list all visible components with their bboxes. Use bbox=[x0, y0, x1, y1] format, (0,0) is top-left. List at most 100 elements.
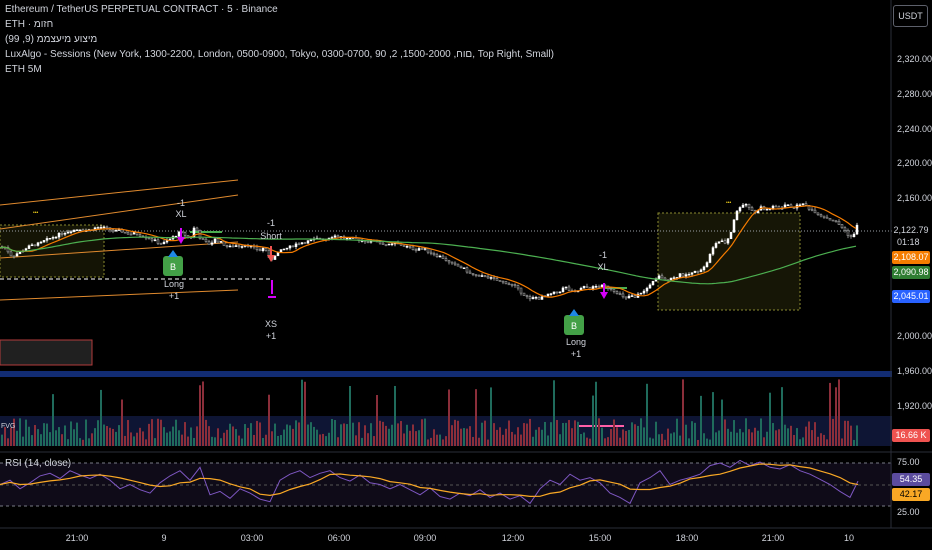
legend-indicator-2[interactable]: מיצוע מיעצממ (9, 99) bbox=[5, 34, 98, 45]
candle-body bbox=[609, 288, 613, 290]
volume-bar bbox=[385, 425, 387, 446]
candle-body bbox=[150, 238, 154, 241]
candle-body bbox=[264, 247, 268, 251]
volume-bar bbox=[724, 419, 726, 446]
candle-body bbox=[39, 241, 43, 244]
volume-bar bbox=[52, 394, 54, 446]
volume-bar bbox=[520, 434, 522, 446]
volume-bar bbox=[688, 438, 690, 446]
volume-bar bbox=[262, 437, 264, 446]
volume-bar bbox=[829, 382, 831, 446]
candle-body bbox=[426, 248, 430, 253]
volume-bar bbox=[58, 427, 60, 446]
volume-bar bbox=[820, 433, 822, 446]
volume-bar bbox=[760, 418, 762, 446]
candle-body bbox=[72, 229, 76, 232]
volume-bar bbox=[283, 429, 285, 446]
candle-body bbox=[720, 240, 724, 242]
volume-bar bbox=[118, 425, 120, 446]
candle-body bbox=[462, 267, 466, 269]
volume-bar bbox=[727, 428, 729, 446]
volume-bar bbox=[631, 422, 633, 446]
volume-bar bbox=[124, 435, 126, 446]
candle-body bbox=[240, 246, 244, 248]
volume-bar bbox=[394, 385, 396, 446]
candle-body bbox=[195, 227, 199, 231]
rsi-legend[interactable]: RSI (14, close) bbox=[5, 458, 72, 469]
candle-body bbox=[291, 245, 295, 248]
x-tick: 06:00 bbox=[327, 533, 351, 543]
legend-indicator-3[interactable]: LuxAlgo - Sessions (New York, 1300-2200,… bbox=[5, 49, 554, 60]
candle-body bbox=[810, 208, 814, 211]
signal-long-1[interactable]: B bbox=[163, 250, 183, 276]
volume-bar bbox=[319, 434, 321, 446]
y-tick: 2,200.00 bbox=[897, 158, 932, 168]
candle-body bbox=[501, 280, 505, 283]
volume-bar bbox=[526, 423, 528, 446]
volume-bar bbox=[571, 428, 573, 446]
volume-bar bbox=[511, 431, 513, 446]
candle-body bbox=[534, 297, 538, 299]
volume-bar bbox=[493, 423, 495, 446]
volume-bar bbox=[772, 423, 774, 446]
volume-bar bbox=[46, 423, 48, 446]
candle-body bbox=[645, 287, 649, 292]
volume-bar bbox=[367, 433, 369, 446]
volume-bar bbox=[457, 420, 459, 446]
x-tick: 03:00 bbox=[240, 533, 264, 543]
short-arrow bbox=[267, 246, 275, 262]
currency-button[interactable]: USDT bbox=[893, 5, 928, 27]
signal-long-2[interactable]: B bbox=[564, 309, 584, 335]
candle-body bbox=[378, 241, 382, 244]
level-blue-tag: 2,045.01 bbox=[892, 290, 930, 303]
candle-body bbox=[12, 255, 16, 258]
candle-body bbox=[714, 243, 718, 248]
volume-bar bbox=[223, 432, 225, 446]
candle-body bbox=[465, 267, 469, 273]
buy-icon: B bbox=[571, 321, 577, 331]
volume-bar bbox=[580, 434, 582, 446]
volume-bar bbox=[742, 432, 744, 446]
signal-xs-bottom: +1 bbox=[266, 331, 276, 341]
volume-bar bbox=[265, 434, 267, 446]
volume-bar bbox=[445, 436, 447, 446]
ma-orange-line bbox=[0, 205, 857, 298]
volume-bar bbox=[316, 429, 318, 446]
volume-bar bbox=[244, 424, 246, 446]
candle-body bbox=[441, 255, 445, 259]
volume-bar bbox=[154, 438, 156, 446]
candle-body bbox=[222, 241, 226, 246]
signal-xs-label: XS bbox=[265, 319, 277, 329]
channel-line bbox=[0, 289, 239, 301]
legend-symbol[interactable]: Ethereum / TetherUS PERPETUAL CONTRACT ·… bbox=[5, 4, 278, 15]
volume-bar bbox=[610, 429, 612, 446]
candle-body bbox=[615, 291, 619, 294]
candle-body bbox=[132, 232, 136, 235]
candle-body bbox=[744, 203, 748, 206]
volume-bar bbox=[142, 431, 144, 446]
candle-body bbox=[855, 224, 859, 235]
volume-bar bbox=[592, 395, 594, 446]
candle-body bbox=[507, 283, 511, 286]
volume-bar bbox=[28, 426, 30, 446]
volume-bar bbox=[598, 418, 600, 446]
candle-body bbox=[825, 216, 829, 219]
volume-bar bbox=[136, 432, 138, 446]
candle-body bbox=[519, 287, 523, 294]
volume-bar bbox=[106, 426, 108, 446]
legend-indicator-1[interactable]: ETH · חזומ bbox=[5, 19, 54, 30]
volume-bar bbox=[181, 434, 183, 446]
candle-body bbox=[297, 243, 301, 246]
volume-bar bbox=[109, 427, 111, 446]
volume-bar bbox=[91, 433, 93, 446]
candle-body bbox=[207, 241, 211, 245]
legend-indicator-4[interactable]: ETH 5M bbox=[5, 64, 42, 75]
candle-body bbox=[798, 204, 802, 207]
volume-bar bbox=[463, 428, 465, 446]
volume-bar bbox=[160, 419, 162, 446]
volume-bar bbox=[250, 423, 252, 446]
volume-bar bbox=[553, 380, 555, 446]
candle-body bbox=[600, 284, 604, 287]
candle-body bbox=[114, 230, 118, 232]
